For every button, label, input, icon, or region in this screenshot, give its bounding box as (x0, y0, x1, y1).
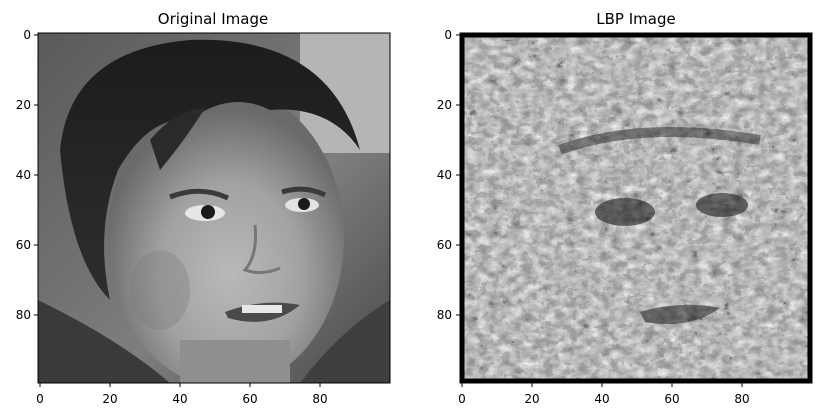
x-tick-label: 40 (172, 392, 187, 406)
lbp-y-axis: 0 20 40 60 80 (437, 28, 460, 322)
x-tick-label: 0 (458, 392, 466, 406)
y-tick-label: 20 (16, 98, 31, 112)
x-tick-label: 0 (36, 392, 44, 406)
lbp-image-panel: LBP Image 0 20 40 60 80 (437, 10, 813, 406)
x-tick-label: 60 (664, 392, 679, 406)
x-tick-label: 60 (242, 392, 257, 406)
x-tick-label: 80 (312, 392, 327, 406)
y-tick-label: 80 (16, 308, 31, 322)
original-axes-frame (37, 32, 391, 384)
y-tick-label: 20 (437, 98, 452, 112)
y-tick-label: 80 (437, 308, 452, 322)
lbp-axes-frame (459, 32, 813, 384)
lbp-x-axis: 0 20 40 60 80 (458, 383, 750, 406)
y-tick-label: 0 (23, 28, 31, 42)
y-tick-label: 40 (437, 168, 452, 182)
x-tick-label: 20 (102, 392, 117, 406)
x-tick-label: 80 (734, 392, 749, 406)
original-image-panel: Original Image (16, 10, 391, 406)
lbp-image-title: LBP Image (596, 10, 675, 28)
x-tick-label: 40 (594, 392, 609, 406)
original-face-image (38, 33, 390, 383)
lbp-border (459, 32, 813, 384)
y-tick-label: 0 (444, 28, 452, 42)
lbp-texture-image (460, 33, 812, 383)
y-tick-label: 40 (16, 168, 31, 182)
original-y-axis: 0 20 40 60 80 (16, 28, 38, 322)
y-tick-label: 60 (437, 238, 452, 252)
x-tick-label: 20 (524, 392, 539, 406)
y-tick-label: 60 (16, 238, 31, 252)
original-image-title: Original Image (158, 10, 268, 28)
original-x-axis: 0 20 40 60 80 (36, 383, 328, 406)
